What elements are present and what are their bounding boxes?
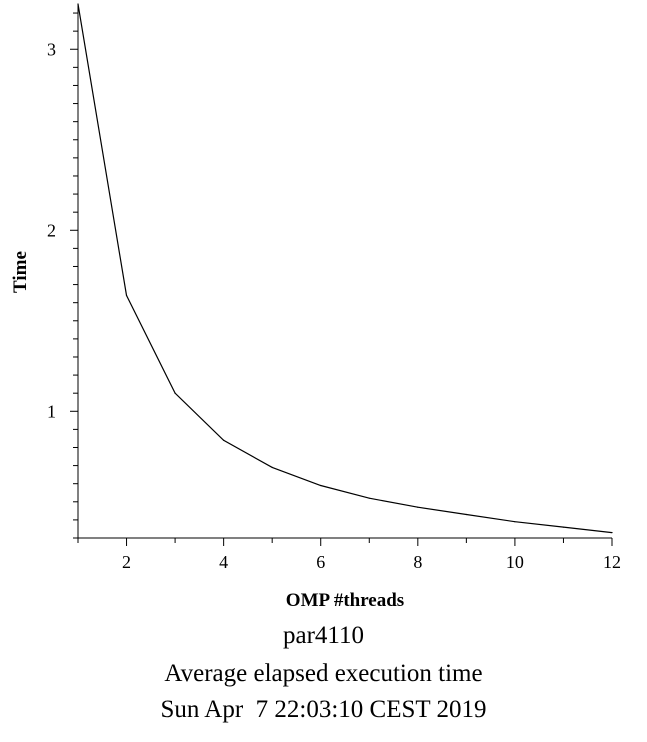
- caption-title: par4110: [283, 622, 364, 649]
- data-point: [320, 484, 322, 487]
- data-point: [514, 521, 516, 523]
- data-point: [125, 294, 128, 297]
- data-point: [465, 513, 467, 516]
- x-tick-label: 12: [603, 552, 621, 572]
- x-tick-label: 8: [413, 552, 422, 572]
- caption-subtitle: Average elapsed execution time: [164, 660, 483, 687]
- series: [77, 3, 613, 534]
- data-point: [174, 392, 176, 394]
- x-tick-label: 2: [122, 552, 131, 572]
- y-axis-title: Time: [10, 251, 31, 293]
- y-tick-label: 1: [47, 401, 56, 421]
- y-tick-label: 2: [47, 220, 56, 240]
- y-tick-label: 3: [47, 39, 56, 59]
- x-axis-title: OMP #threads: [286, 590, 404, 611]
- data-point: [562, 526, 565, 528]
- data-point: [223, 439, 225, 441]
- data-point: [611, 531, 613, 534]
- caption-timestamp: Sun Apr 7 22:03:10 CEST 2019: [160, 696, 487, 723]
- data-point: [417, 506, 419, 508]
- data-point: [77, 3, 79, 5]
- x-tick-label: 6: [316, 552, 325, 572]
- x-tick-label: 4: [219, 552, 228, 572]
- series-line: [77, 3, 613, 534]
- x-tick-label: 10: [506, 552, 524, 572]
- data-point: [271, 466, 273, 469]
- data-point: [368, 497, 370, 499]
- axes: [77, 4, 612, 539]
